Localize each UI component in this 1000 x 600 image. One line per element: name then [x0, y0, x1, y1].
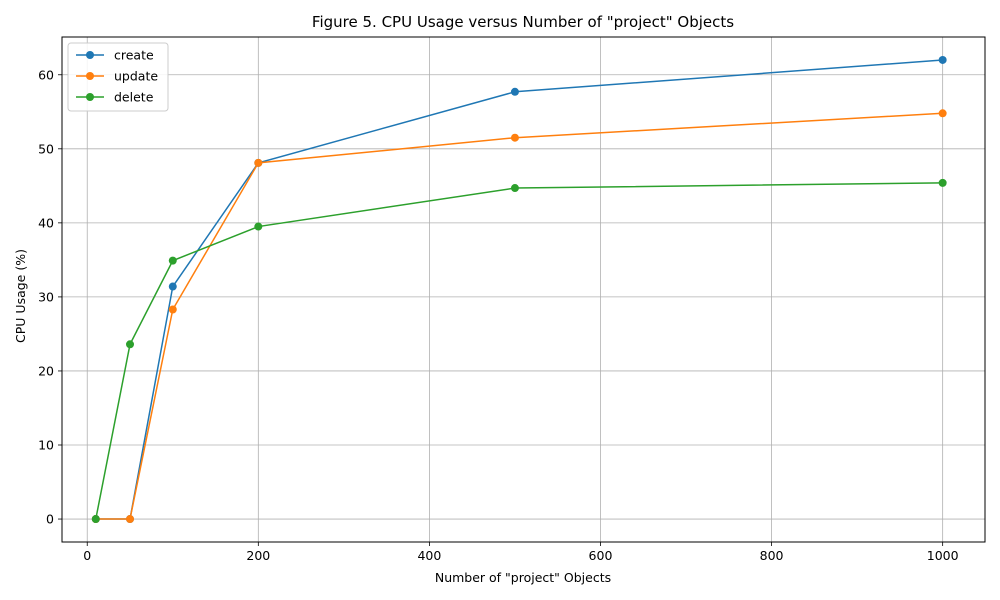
data-point-update	[126, 515, 135, 524]
y-tick-label: 40	[38, 215, 54, 230]
data-point-create	[168, 282, 177, 291]
series-layer	[91, 55, 947, 524]
series-line-create	[95, 59, 943, 520]
x-tick-label: 1000	[927, 548, 959, 563]
x-axis-label: Number of "project" Objects	[435, 570, 611, 585]
y-axis-label: CPU Usage (%)	[13, 249, 28, 343]
data-point-update	[254, 158, 263, 167]
data-point-update	[938, 109, 947, 118]
legend-label-create: create	[114, 48, 154, 63]
legend-swatch-marker-delete	[86, 93, 94, 101]
legend-label-delete: delete	[114, 90, 154, 105]
chart-title: Figure 5. CPU Usage versus Number of "pr…	[312, 13, 734, 31]
grid	[62, 37, 985, 542]
series-update	[91, 109, 947, 524]
x-tick-label: 400	[417, 548, 441, 563]
y-tick-label: 60	[38, 67, 54, 82]
legend-box	[67, 42, 169, 112]
y-tick-label: 50	[38, 141, 54, 156]
tick-layer: 0 200 400 600 800 1000 0 10 20 30 40 50 60	[38, 67, 959, 563]
y-tick-label: 0	[46, 512, 54, 527]
data-point-update	[510, 133, 519, 142]
y-tick-label: 30	[38, 289, 54, 304]
data-point-create	[510, 87, 519, 96]
y-tick-label: 20	[38, 363, 54, 378]
x-tick-label: 200	[246, 548, 270, 563]
data-point-delete	[938, 178, 947, 187]
data-point-delete	[254, 222, 263, 231]
x-tick-label: 600	[589, 548, 613, 563]
data-point-delete	[126, 340, 135, 349]
data-point-delete	[168, 256, 177, 265]
series-delete	[91, 178, 947, 524]
x-tick-label: 0	[83, 548, 91, 563]
x-tick-label: 800	[760, 548, 784, 563]
legend: create update delete	[67, 42, 169, 112]
data-point-update	[168, 305, 177, 314]
y-tick-label: 10	[38, 437, 54, 452]
legend-swatch-marker-update	[86, 72, 94, 80]
series-line-delete	[95, 182, 943, 520]
legend-label-update: update	[114, 69, 158, 84]
legend-swatch-marker-create	[86, 51, 94, 59]
series-line-update	[95, 112, 943, 520]
series-create	[91, 55, 947, 524]
plot-frame	[61, 36, 986, 543]
data-point-create	[938, 55, 947, 64]
data-point-delete	[91, 515, 100, 524]
data-point-delete	[510, 184, 519, 193]
